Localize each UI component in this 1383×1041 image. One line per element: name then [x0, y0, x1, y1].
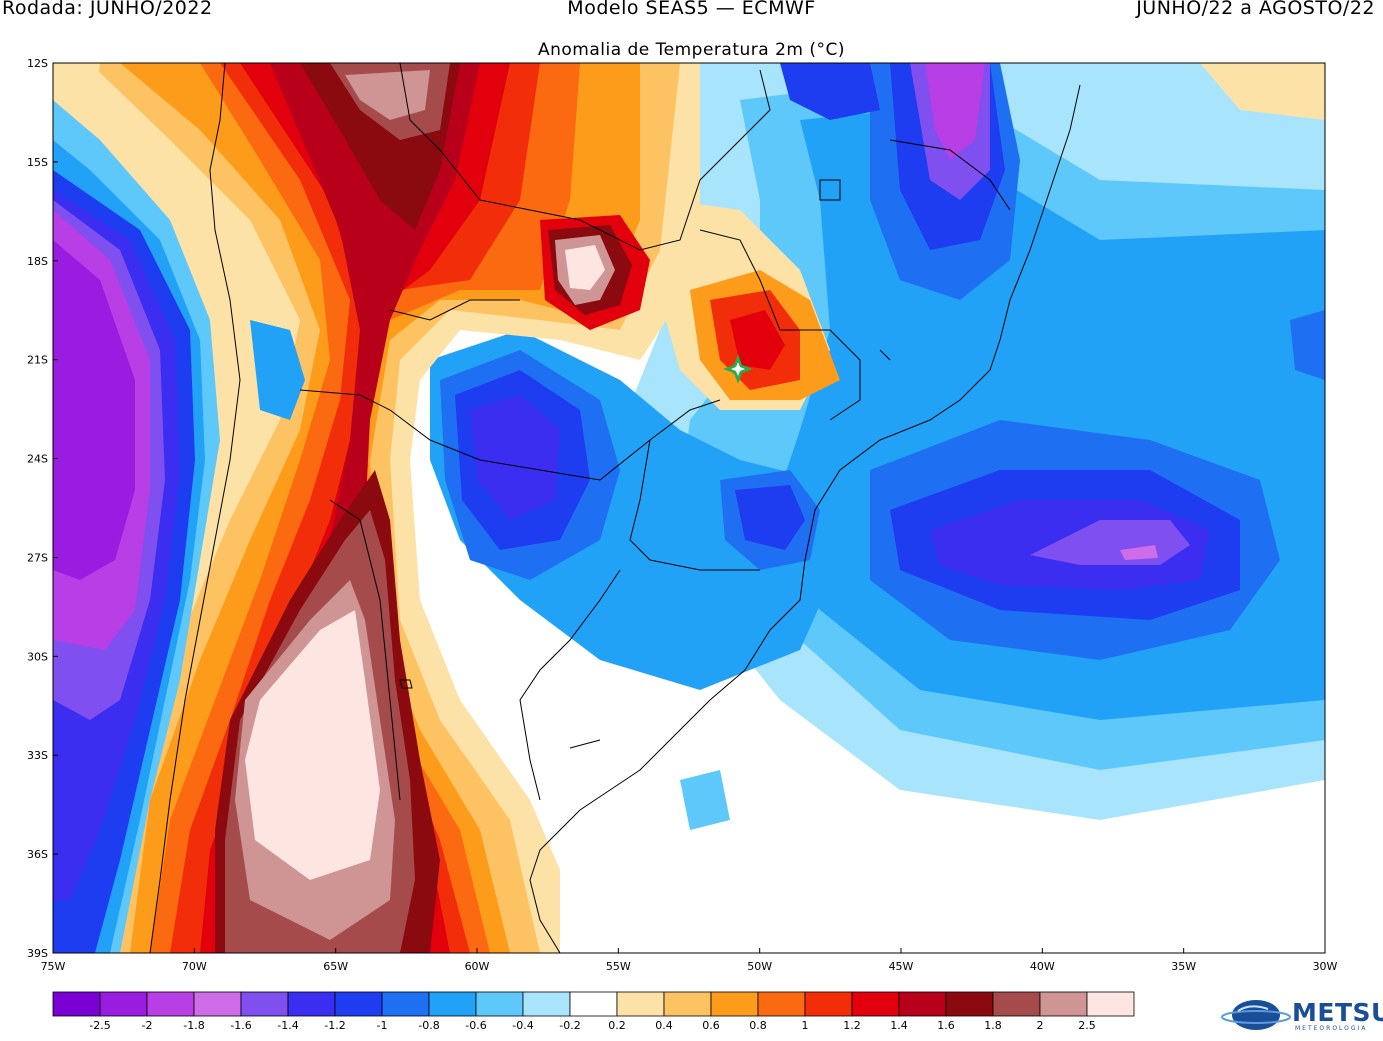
- lon-tick-label: 40W: [1030, 960, 1055, 973]
- lon-tick-label: 65W: [323, 960, 348, 973]
- latitude-axis: 12S 15S 18S 21S 24S 27S 30S 33S 36S 39S: [27, 57, 58, 960]
- lon-tick-label: 60W: [465, 960, 490, 973]
- longitude-axis: 75W 70W 65W 60W 55W 50W 45W 40W 35W 30W: [41, 948, 1338, 973]
- colorbar-label: -1.4: [277, 1019, 298, 1032]
- metsul-logo-text: METSUL: [1292, 998, 1383, 1027]
- colorbar-label: -0.2: [559, 1019, 580, 1032]
- colorbar-label: 2: [1037, 1019, 1044, 1032]
- colorbar-label: 1.8: [984, 1019, 1002, 1032]
- colorbar-label: -2: [142, 1019, 153, 1032]
- green-star-marker: [723, 354, 753, 384]
- colorbar-swatch: [475, 991, 524, 1017]
- colorbar-label: -0.6: [465, 1019, 486, 1032]
- lat-tick-label: 15S: [27, 156, 48, 169]
- colorbar-swatch: [99, 991, 148, 1017]
- colorbar-swatch: [193, 991, 242, 1017]
- colorbar-label: -0.4: [512, 1019, 533, 1032]
- lon-tick-label: 35W: [1171, 960, 1196, 973]
- colorbar-label: 1.6: [937, 1019, 955, 1032]
- colorbar-swatch: [710, 991, 759, 1017]
- lon-tick-label: 50W: [747, 960, 772, 973]
- colorbar-label: -1.2: [324, 1019, 345, 1032]
- lat-tick-label: 27S: [27, 551, 48, 564]
- colorbar-label: -1.6: [230, 1019, 251, 1032]
- colorbar-label: 0.6: [702, 1019, 720, 1032]
- plot-frame: [52, 62, 1326, 954]
- colorbar-swatch: [287, 991, 336, 1017]
- colorbar-swatch: [240, 991, 289, 1017]
- colorbar-label: -1.8: [183, 1019, 204, 1032]
- lon-tick-label: 45W: [889, 960, 914, 973]
- lat-tick-label: 36S: [27, 848, 48, 861]
- colorbar-swatch: [146, 991, 195, 1017]
- colorbar-label: 0.8: [749, 1019, 767, 1032]
- metsul-logo-subtitle: METEOROLOGIA: [1295, 1025, 1368, 1032]
- colorbar-label: -0.8: [418, 1019, 439, 1032]
- lon-tick-label: 70W: [182, 960, 207, 973]
- colorbar-swatch: [569, 991, 618, 1017]
- colorbar-label: 1: [802, 1019, 809, 1032]
- colorbar-label: -2.5: [89, 1019, 110, 1032]
- lat-tick-label: 12S: [27, 57, 48, 70]
- colorbar-swatch: [663, 991, 712, 1017]
- colorbar-swatch: [992, 991, 1041, 1017]
- colorbar-swatch: [1086, 991, 1135, 1017]
- lat-tick-label: 39S: [27, 947, 48, 960]
- lon-tick-label: 55W: [606, 960, 631, 973]
- colorbar: -2.5 -2 -1.8 -1.6 -1.4 -1.2 -1 -0.8 -0.6 -0.4 -0.2…: [52, 991, 1135, 1032]
- colorbar-swatch: [428, 991, 477, 1017]
- lat-tick-label: 24S: [27, 453, 48, 466]
- colorbar-swatch: [616, 991, 665, 1017]
- header-model: Modelo SEAS5 — ECMWF: [567, 0, 816, 19]
- colorbar-label: 0.4: [655, 1019, 673, 1032]
- header-run: Rodada: JUNHO/2022: [2, 0, 213, 19]
- header-period: JUNHO/22 a AGOSTO/22: [1136, 0, 1375, 19]
- colorbar-label: -1: [377, 1019, 388, 1032]
- colorbar-swatch: [804, 991, 853, 1017]
- lat-tick-label: 30S: [27, 650, 48, 663]
- colorbar-label: 1.4: [890, 1019, 908, 1032]
- colorbar-swatch: [898, 991, 947, 1017]
- colorbar-swatch: [52, 991, 101, 1017]
- colorbar-swatch: [757, 991, 806, 1017]
- colorbar-label: 2.5: [1078, 1019, 1096, 1032]
- lat-tick-label: 18S: [27, 255, 48, 268]
- colorbar-swatch: [334, 991, 383, 1017]
- metsul-globe-icon: [1221, 1000, 1291, 1030]
- lat-tick-label: 21S: [27, 354, 48, 367]
- anomaly-field: [53, 63, 1325, 953]
- lon-tick-label: 75W: [41, 960, 66, 973]
- map-title: Anomalia de Temperatura 2m (°C): [537, 40, 846, 60]
- political-borders: [149, 63, 1081, 953]
- colorbar-swatch: [381, 991, 430, 1017]
- colorbar-swatch: [522, 991, 571, 1017]
- colorbar-swatch: [1039, 991, 1088, 1017]
- lon-tick-label: 30W: [1313, 960, 1338, 973]
- colorbar-swatch: [945, 991, 994, 1017]
- colorbar-swatch: [851, 991, 900, 1017]
- colorbar-label: 1.2: [843, 1019, 861, 1032]
- lat-tick-label: 33S: [27, 749, 48, 762]
- colorbar-label: 0.2: [608, 1019, 626, 1032]
